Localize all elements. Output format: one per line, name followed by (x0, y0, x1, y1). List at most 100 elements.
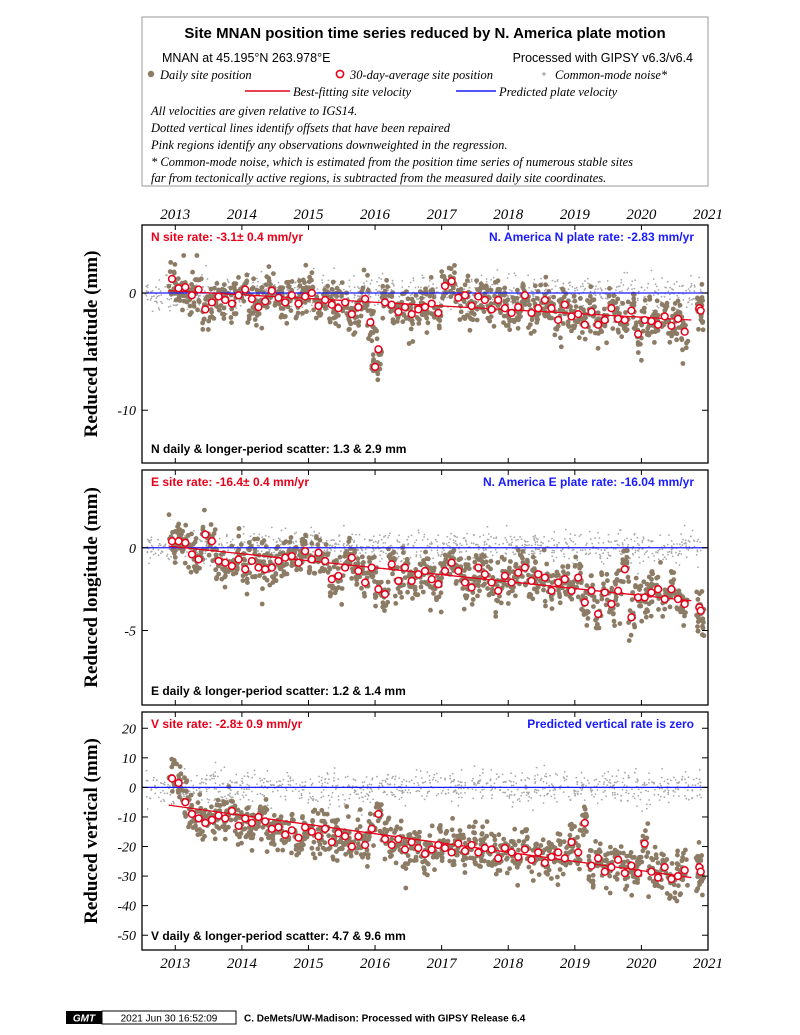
common-mode-dot (176, 303, 179, 306)
common-mode-dot (511, 806, 514, 808)
common-mode-dot (508, 795, 511, 798)
avg30-marker (370, 362, 380, 372)
common-mode-dot (231, 796, 234, 799)
daily-position-dot (629, 597, 635, 603)
daily-position-dot (695, 613, 700, 619)
daily-position-dot (548, 594, 554, 599)
common-mode-dot (597, 288, 599, 290)
common-mode-dot (606, 784, 609, 787)
common-mode-dot (550, 783, 553, 785)
common-mode-dot (157, 554, 160, 556)
common-mode-dot (544, 775, 546, 778)
common-mode-dot (477, 548, 480, 551)
daily-position-dot (558, 344, 564, 350)
daily-position-dot (315, 542, 321, 548)
daily-position-dot (280, 285, 286, 291)
daily-position-dot (620, 301, 626, 306)
common-mode-dot (203, 295, 205, 298)
daily-position-dot (402, 575, 408, 580)
common-mode-dot (265, 288, 267, 291)
common-mode-dot (409, 791, 412, 794)
daily-position-dot (166, 283, 172, 289)
daily-positions (166, 507, 707, 643)
daily-position-dot (505, 601, 511, 606)
daily-position-dot (493, 614, 499, 619)
common-mode-dot (241, 780, 243, 783)
common-mode-dot (552, 789, 555, 792)
daily-position-dot (485, 586, 490, 591)
common-mode-dot (599, 287, 602, 289)
common-mode-dot (407, 536, 410, 538)
daily-position-dot (255, 536, 260, 542)
common-mode-dot (684, 539, 687, 542)
avg30-marker (620, 315, 629, 325)
common-mode-dot (439, 777, 442, 779)
daily-position-dot (339, 280, 345, 285)
common-mode-dot (476, 782, 479, 785)
common-mode-dot (606, 298, 609, 300)
daily-position-dot (557, 600, 563, 606)
common-mode-dot (672, 795, 675, 797)
common-mode-dot (489, 285, 492, 288)
common-mode-dot (318, 532, 321, 535)
common-mode-dot (508, 797, 511, 799)
avg30-marker (507, 578, 516, 587)
common-mode-dot (508, 794, 511, 796)
common-mode-dot (327, 807, 330, 809)
daily-position-dot (621, 548, 626, 554)
common-mode-dot (184, 555, 187, 558)
common-mode-dot (158, 542, 161, 545)
daily-position-dot (371, 357, 376, 362)
common-mode-dot (506, 277, 509, 279)
common-mode-dot (625, 789, 628, 792)
common-mode-dot (198, 538, 201, 541)
common-mode-dot (393, 284, 395, 287)
common-mode-dot (365, 280, 368, 282)
daily-position-dot (289, 279, 295, 284)
common-mode-dot (576, 559, 579, 562)
common-mode-dot (682, 538, 684, 541)
daily-position-dot (208, 307, 214, 312)
common-mode-dot (218, 790, 221, 793)
daily-position-dot (425, 320, 431, 326)
common-mode-dot (553, 530, 556, 533)
common-mode-dot (631, 288, 633, 290)
common-mode-dot (592, 545, 595, 548)
common-mode-dot (657, 306, 660, 309)
daily-position-dot (188, 569, 194, 575)
daily-position-dot (240, 573, 246, 579)
common-mode-dot (597, 281, 600, 283)
common-mode-dot (530, 552, 533, 555)
daily-position-dot (520, 549, 526, 554)
daily-position-dot (172, 560, 178, 565)
daily-position-dot (572, 323, 578, 329)
common-mode-dot (621, 290, 623, 292)
common-mode-dot (212, 775, 215, 778)
common-mode-dot (363, 282, 365, 284)
common-mode-dot (386, 793, 388, 796)
common-mode-dot (445, 543, 448, 545)
common-mode-dot (696, 550, 699, 553)
avg30-marker (387, 560, 396, 569)
common-mode-dot (490, 278, 493, 281)
common-mode-dot (148, 541, 151, 543)
common-mode-dot (157, 307, 160, 309)
common-mode-dot (167, 306, 170, 308)
daily-position-dot (655, 312, 661, 318)
common-mode-dot (439, 555, 442, 558)
common-mode-dot (415, 551, 418, 553)
common-mode-dot (295, 783, 298, 785)
common-mode-dot (160, 800, 162, 803)
daily-position-dot (189, 531, 194, 537)
common-mode-dot (438, 301, 441, 304)
daily-position-dot (655, 574, 661, 580)
common-mode-dot (690, 535, 692, 538)
common-mode-dot (509, 289, 511, 291)
plate-rate-label: N. America E plate rate: -16.04 mm/yr (483, 475, 694, 489)
daily-position-dot (541, 547, 547, 553)
daily-position-dot (252, 317, 258, 322)
common-mode-dot (289, 784, 292, 787)
common-mode-dot (534, 541, 537, 544)
daily-position-dot (542, 598, 548, 604)
common-mode-dot (406, 791, 409, 794)
